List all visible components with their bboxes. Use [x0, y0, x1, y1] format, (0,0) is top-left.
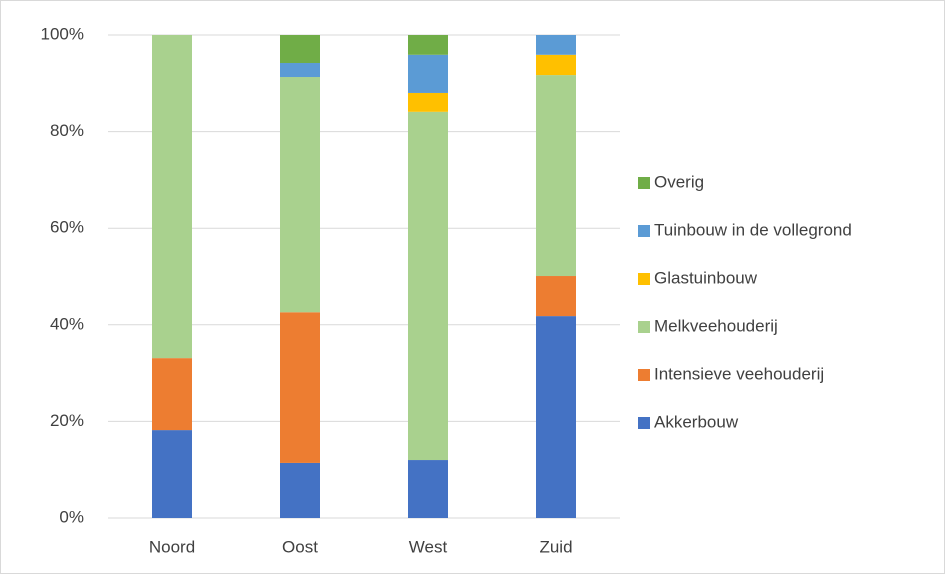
legend-label: Intensieve veehouderij [654, 364, 824, 383]
legend-label: Overig [654, 172, 704, 191]
x-tick-label: Noord [149, 537, 195, 556]
bar-segment [536, 54, 576, 76]
x-tick-label: Oost [282, 537, 318, 556]
bar-segment [536, 35, 576, 55]
legend-swatch [638, 273, 650, 285]
y-tick-label: 100% [41, 24, 84, 43]
bar-segment [280, 312, 320, 463]
y-tick-label: 20% [50, 411, 84, 430]
bar-segment [408, 54, 448, 93]
legend-label: Tuinbouw in de vollegrond [654, 220, 852, 239]
bar-segment [536, 276, 576, 317]
legend-swatch [638, 225, 650, 237]
legend-label: Glastuinbouw [654, 268, 758, 287]
y-tick-label: 0% [59, 507, 84, 526]
x-tick-label: West [409, 537, 448, 556]
legend-swatch [638, 369, 650, 381]
y-tick-label: 80% [50, 121, 84, 140]
legend-label: Akkerbouw [654, 412, 739, 431]
bar-segment [152, 430, 192, 518]
y-tick-label: 40% [50, 314, 84, 333]
bar-segment [536, 75, 576, 277]
bar-segment [408, 35, 448, 55]
x-tick-label: Zuid [539, 537, 572, 556]
bar-segment [280, 462, 320, 518]
legend-swatch [638, 177, 650, 189]
legend-swatch [638, 321, 650, 333]
bar-segment [280, 35, 320, 64]
bar-segment [408, 92, 448, 112]
y-tick-label: 60% [50, 218, 84, 237]
bar-segment [408, 111, 448, 461]
bar-segment [536, 316, 576, 518]
bar-segment [280, 77, 320, 313]
bar-segment [152, 358, 192, 431]
bar-segment [408, 460, 448, 518]
bar-segment [280, 63, 320, 78]
legend-label: Melkveehouderij [654, 316, 778, 335]
bar-segment [152, 35, 192, 359]
legend-swatch [638, 417, 650, 429]
